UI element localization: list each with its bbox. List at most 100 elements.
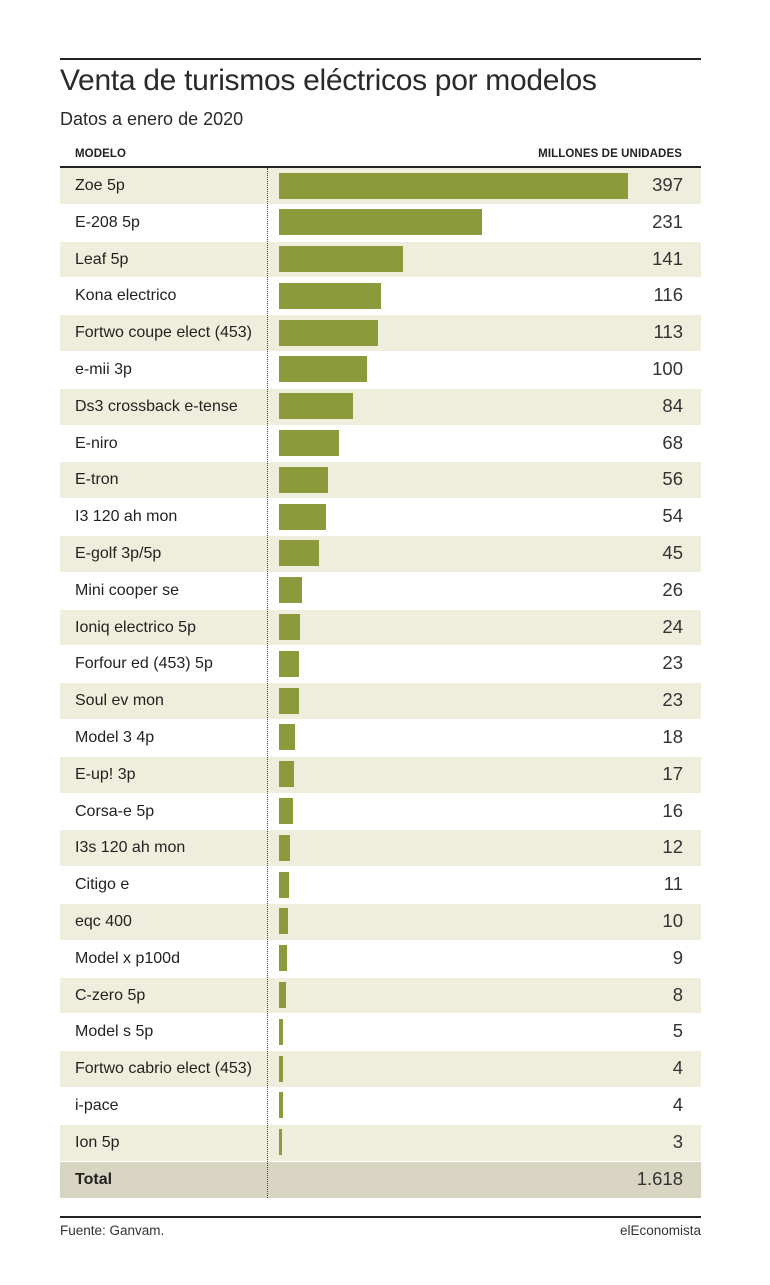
table-row: E-up! 3p 17 (60, 756, 701, 794)
table-row: E-niro 68 (60, 426, 701, 463)
bar (279, 1055, 283, 1082)
table-row: Mini cooper se 26 (60, 573, 701, 610)
category-label: Fortwo cabrio elect (453) (75, 1060, 252, 1078)
bar (279, 393, 353, 420)
total-label: Total (75, 1171, 113, 1189)
value-label: 141 (652, 247, 683, 269)
category-label: Zoe 5p (75, 177, 125, 194)
value-label: 397 (652, 174, 683, 195)
bar (279, 172, 628, 199)
total-value: 1.618 (636, 1168, 683, 1190)
dotted-divider (267, 168, 268, 1198)
category-label: Ion 5p (75, 1133, 120, 1151)
chart-subtitle: Datos a enero de 2020 (60, 109, 244, 129)
table-row: Fortwo coupe elect (453) 113 (60, 315, 701, 352)
value-label: 5 (672, 1020, 683, 1042)
value-label: 84 (662, 394, 683, 416)
table-row: Zoe 5p 397 (60, 168, 701, 205)
category-label: E-golf 3p/5p (75, 544, 162, 562)
value-label: 113 (653, 321, 684, 343)
category-label: Soul ev mon (75, 692, 164, 710)
table-row: e-mii 3p 100 (60, 352, 701, 389)
bar (279, 1129, 282, 1156)
bar (279, 982, 287, 1009)
bar (279, 577, 302, 604)
category-label: C-zero 5p (75, 986, 146, 1004)
table-row: E-golf 3p/5p 45 (60, 535, 701, 573)
value-label: 68 (662, 431, 683, 453)
category-label: i-pace (75, 1096, 119, 1114)
category-label: Leaf 5p (75, 250, 129, 268)
bar (279, 761, 294, 788)
value-label: 18 (662, 725, 683, 747)
table-row: I3 120 ah mon 54 (60, 499, 701, 536)
value-label: 231 (652, 210, 683, 232)
bar (279, 282, 381, 309)
bar (279, 798, 294, 825)
table-row: Citigo e 11 (60, 867, 701, 904)
value-label: 10 (662, 909, 683, 931)
table-row: i-pace 4 (60, 1088, 701, 1125)
category-label: Forfour ed (453) 5p (75, 655, 213, 673)
bar (279, 724, 295, 751)
category-label: Ds3 crossback e-tense (75, 397, 238, 415)
value-label: 24 (662, 615, 683, 637)
value-label: 100 (652, 357, 683, 379)
table-row: Forfour ed (453) 5p 23 (60, 646, 701, 684)
table-row: C-zero 5p 8 (60, 977, 701, 1015)
value-label: 116 (653, 284, 684, 306)
table-row: Kona electrico 116 (60, 278, 701, 316)
bottom-rule (60, 1216, 701, 1218)
column-header-units: MILLONES DE UNIDADES (538, 148, 682, 160)
bar (279, 945, 287, 972)
category-label: Model 3 4p (75, 728, 155, 746)
header-rule (60, 166, 701, 168)
bar (279, 209, 483, 236)
value-label: 3 (672, 1130, 683, 1152)
value-label: 12 (662, 836, 683, 858)
table-row: Corsa-e 5p 16 (60, 794, 701, 831)
value-label: 11 (663, 873, 683, 895)
bar (279, 356, 367, 383)
bar (279, 1092, 283, 1119)
bar (279, 908, 288, 935)
category-label: Ioniq electrico 5p (75, 618, 196, 636)
table-row: Ioniq electrico 5p 24 (60, 609, 701, 647)
category-label: Fortwo coupe elect (453) (75, 324, 252, 342)
category-label: e-mii 3p (75, 360, 132, 378)
category-label: Citigo e (75, 876, 130, 894)
value-label: 23 (662, 689, 683, 711)
table-row: E-tron 56 (60, 462, 701, 500)
category-label: E-up! 3p (75, 765, 136, 783)
value-label: 9 (672, 946, 683, 968)
value-label: 23 (662, 652, 683, 674)
category-label: Corsa-e 5p (75, 802, 155, 820)
value-label: 26 (662, 578, 683, 600)
table-row: eqc 400 10 (60, 903, 701, 941)
value-label: 4 (672, 1093, 683, 1115)
bar (279, 650, 300, 677)
table-row: I3s 120 ah mon 12 (60, 830, 701, 868)
bar (279, 540, 319, 567)
bar (279, 1018, 284, 1045)
source-note: Fuente: Ganvam. (60, 1223, 165, 1238)
category-label: eqc 400 (75, 912, 132, 930)
category-label: E-tron (75, 471, 119, 489)
table-row: Model x p100d 9 (60, 941, 701, 978)
category-label: Mini cooper se (75, 581, 180, 599)
value-label: 54 (662, 505, 683, 527)
bar (279, 503, 327, 530)
category-label: Kona electrico (75, 287, 177, 305)
value-label: 56 (662, 468, 683, 490)
table-row: Model 3 4p 18 (60, 720, 701, 757)
category-label: Model x p100d (75, 949, 180, 967)
value-label: 4 (672, 1057, 683, 1079)
bar (279, 466, 329, 493)
value-label: 16 (662, 799, 683, 821)
chart-title: Venta de turismos eléctricos por modelos (60, 64, 597, 97)
bar (279, 614, 301, 641)
table-row: Model s 5p 5 (60, 1014, 701, 1052)
value-label: 45 (662, 541, 683, 563)
table-row: Ion 5p 3 (60, 1124, 701, 1162)
value-label: 17 (662, 762, 683, 784)
